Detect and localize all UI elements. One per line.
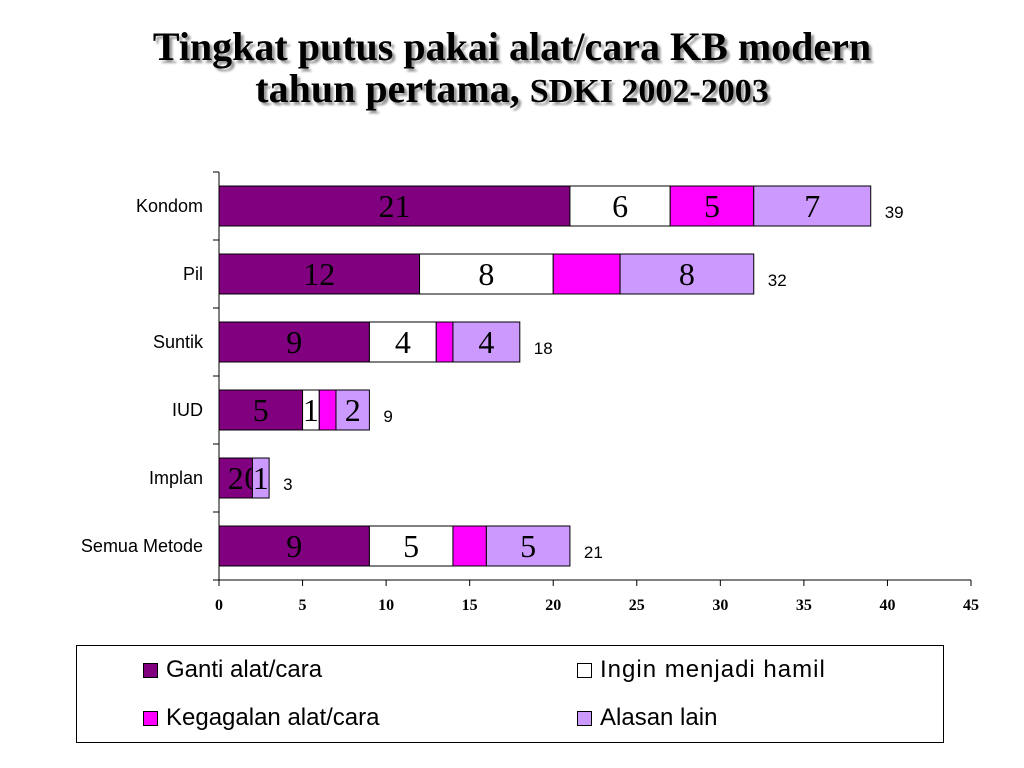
data-label-implan-alasan-lain: 1	[253, 460, 269, 496]
legend: Ganti alat/cara Ingin menjadi hamil Kega…	[76, 645, 944, 743]
bar-iud-alasan-lain	[335, 389, 370, 431]
x-tick-label-30: 30	[712, 597, 728, 614]
bar-pil-alasan-lain	[619, 253, 755, 295]
legend-item-alasan-lain: Alasan lain	[577, 704, 717, 732]
bar-suntik-kegagalan-alat-cara	[435, 321, 454, 363]
legend-swatch-ganti	[143, 662, 158, 678]
data-label-kondom-kegagalan-alat-cara: 5	[704, 188, 720, 224]
category-label-suntik: Suntik	[153, 332, 204, 352]
bar-semua-metode-ingin-menjadi-hamil	[368, 525, 454, 567]
bar-kondom-alasan-lain	[753, 185, 872, 227]
bar-suntik-ingin-menjadi-hamil	[368, 321, 437, 363]
data-label-iud-ingin-menjadi-hamil: 1	[303, 392, 319, 428]
legend-label-alasan-lain: Alasan lain	[600, 704, 718, 731]
data-label-suntik-ganti-alat-cara: 9	[286, 324, 302, 360]
x-tick-label-45: 45	[963, 597, 979, 614]
bar-pil-kegagalan-alat-cara	[552, 253, 621, 295]
bar-iud-ganti-alat-cara	[218, 389, 304, 431]
total-label-semua-metode: 21	[584, 543, 603, 562]
category-label-kondom: Kondom	[136, 196, 203, 216]
data-label-semua-metode-alasan-lain: 5	[520, 528, 536, 564]
data-label-semua-metode-ganti-alat-cara: 9	[286, 528, 302, 564]
bar-implan-ganti-alat-cara	[218, 457, 253, 499]
data-label-kondom-ganti-alat-cara: 21	[378, 188, 410, 224]
legend-label-kegagalan: Kegagalan alat/cara	[166, 704, 380, 731]
data-label-iud-alasan-lain: 2	[345, 392, 361, 428]
bar-pil-ganti-alat-cara	[218, 253, 421, 295]
category-label-pil: Pil	[183, 264, 203, 284]
title-line-2: tahun pertama, SDKI 2002-2003	[0, 68, 1024, 113]
x-tick-label-40: 40	[879, 597, 895, 614]
data-label-suntik-ingin-menjadi-hamil: 4	[395, 324, 411, 360]
total-label-iud: 9	[383, 407, 392, 426]
bar-semua-metode-kegagalan-alat-cara	[452, 525, 487, 567]
data-label-kondom-alasan-lain: 7	[804, 188, 820, 224]
bars-layer: 2165739128832944185129201395521	[218, 185, 904, 567]
data-label-iud-ganti-alat-cara: 5	[253, 392, 269, 428]
x-tick-label-25: 25	[629, 597, 645, 614]
bar-kondom-kegagalan-alat-cara	[669, 185, 755, 227]
x-tick-label-0: 0	[215, 597, 223, 614]
title-line-2-main: tahun pertama,	[255, 66, 520, 111]
bar-suntik-alasan-lain	[452, 321, 521, 363]
bar-iud-kegagalan-alat-cara	[318, 389, 337, 431]
x-tick-label-35: 35	[796, 597, 812, 614]
bar-semua-metode-alasan-lain	[485, 525, 571, 567]
legend-item-ingin-hamil: Ingin menjadi hamil	[577, 656, 826, 684]
legend-item-ganti: Ganti alat/cara	[143, 656, 322, 684]
category-label-implan: Implan	[149, 468, 203, 488]
chart-title: Tingkat putus pakai alat/cara KB modern …	[0, 26, 1024, 113]
total-label-suntik: 18	[534, 339, 553, 358]
bar-semua-metode-ganti-alat-cara	[218, 525, 370, 567]
total-label-implan: 3	[283, 475, 292, 494]
category-label-semua-metode: Semua Metode	[81, 536, 203, 556]
data-label-pil-ganti-alat-cara: 12	[303, 256, 335, 292]
data-label-pil-ingin-menjadi-hamil: 8	[478, 256, 494, 292]
category-label-iud: IUD	[172, 400, 203, 420]
total-label-pil: 32	[768, 271, 787, 290]
data-label-semua-metode-ingin-menjadi-hamil: 5	[403, 528, 419, 564]
x-tick-label-10: 10	[378, 597, 394, 614]
legend-swatch-kegagalan	[143, 710, 158, 726]
bar-chart: 2165739128832944185129201395521 KondomPi…	[81, 171, 979, 614]
bar-pil-ingin-menjadi-hamil	[419, 253, 554, 295]
bar-implan-alasan-lain	[251, 457, 270, 499]
total-label-kondom: 39	[885, 203, 904, 222]
data-label-pil-alasan-lain: 8	[679, 256, 695, 292]
data-label-suntik-alasan-lain: 4	[478, 324, 494, 360]
legend-swatch-alasan-lain	[577, 710, 592, 726]
legend-label-ganti: Ganti alat/cara	[166, 656, 323, 683]
axis-layer: Kondom Pil Suntik IUD Implan Semua Metode 0 5 10…	[81, 171, 979, 614]
title-line-2-source: SDKI 2002-2003	[529, 73, 769, 110]
legend-swatch-ingin-hamil	[577, 662, 592, 678]
data-label-kondom-ingin-menjadi-hamil: 6	[612, 188, 628, 224]
data-label-implan-ganti-alat-cara: 2	[228, 460, 244, 496]
bar-suntik-ganti-alat-cara	[218, 321, 370, 363]
legend-item-kegagalan: Kegagalan alat/cara	[143, 704, 380, 732]
x-tick-label-20: 20	[545, 597, 561, 614]
legend-label-ingin-hamil: Ingin menjadi hamil	[600, 656, 826, 683]
title-line-1: Tingkat putus pakai alat/cara KB modern	[152, 24, 872, 69]
x-tick-label-5: 5	[299, 597, 307, 614]
x-tick-label-15: 15	[462, 597, 478, 614]
bar-kondom-ingin-menjadi-hamil	[569, 185, 671, 227]
